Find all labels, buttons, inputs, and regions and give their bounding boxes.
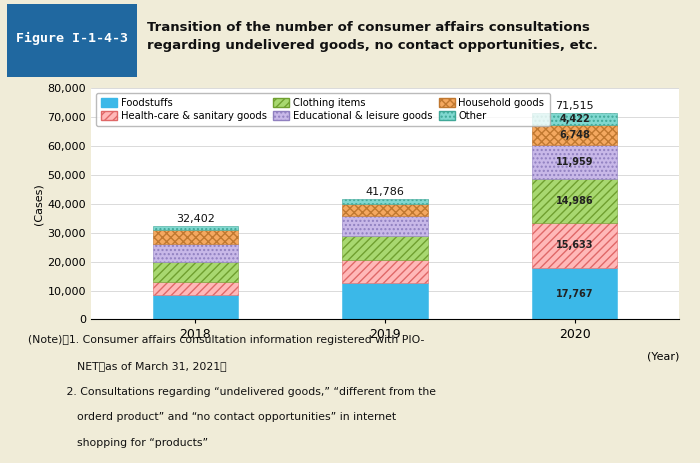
Text: 32,402: 32,402 bbox=[176, 214, 215, 224]
Text: 4,422: 4,422 bbox=[559, 114, 590, 124]
Bar bbox=[342, 283, 428, 319]
Legend: Foodstuffs, Health-care & sanitary goods, Clothing items, Educational & leisure : Foodstuffs, Health-care & sanitary goods… bbox=[96, 93, 550, 126]
Text: Transition of the number of consumer affairs consultations
regarding undelivered: Transition of the number of consumer aff… bbox=[147, 21, 598, 52]
Text: 2. Consultations regarding “undelivered goods,” “different from the: 2. Consultations regarding “undelivered … bbox=[28, 387, 436, 397]
Bar bbox=[153, 230, 238, 244]
Bar bbox=[342, 204, 428, 216]
Text: 41,786: 41,786 bbox=[365, 187, 405, 197]
Bar bbox=[342, 199, 428, 204]
Bar bbox=[342, 260, 428, 283]
Bar bbox=[532, 145, 617, 180]
Bar bbox=[532, 180, 617, 223]
Text: 71,515: 71,515 bbox=[555, 101, 594, 111]
Bar bbox=[342, 216, 428, 237]
Bar bbox=[532, 223, 617, 268]
Text: 15,633: 15,633 bbox=[556, 240, 594, 250]
Bar bbox=[7, 4, 136, 77]
Text: shopping for “products”: shopping for “products” bbox=[28, 438, 208, 448]
Bar bbox=[342, 237, 428, 260]
Bar bbox=[532, 268, 617, 319]
Text: 6,748: 6,748 bbox=[559, 130, 590, 140]
Text: Figure I-1-4-3: Figure I-1-4-3 bbox=[15, 32, 127, 45]
Text: NET（as of March 31, 2021）: NET（as of March 31, 2021） bbox=[28, 361, 227, 371]
Bar bbox=[532, 113, 617, 125]
Bar bbox=[153, 282, 238, 295]
Text: 11,959: 11,959 bbox=[556, 157, 594, 167]
Bar bbox=[153, 262, 238, 282]
Y-axis label: (Cases): (Cases) bbox=[34, 183, 43, 225]
Bar bbox=[153, 244, 238, 262]
Text: 14,986: 14,986 bbox=[556, 196, 594, 206]
Text: (Year): (Year) bbox=[647, 352, 679, 362]
Bar bbox=[153, 225, 238, 230]
Bar bbox=[153, 295, 238, 319]
Text: (Note)　1. Consumer affairs consultation information registered with PIO-: (Note) 1. Consumer affairs consultation … bbox=[28, 335, 424, 345]
Text: 17,767: 17,767 bbox=[556, 289, 594, 299]
Text: orderd product” and “no contact opportunities” in internet: orderd product” and “no contact opportun… bbox=[28, 412, 396, 422]
Bar bbox=[532, 125, 617, 145]
